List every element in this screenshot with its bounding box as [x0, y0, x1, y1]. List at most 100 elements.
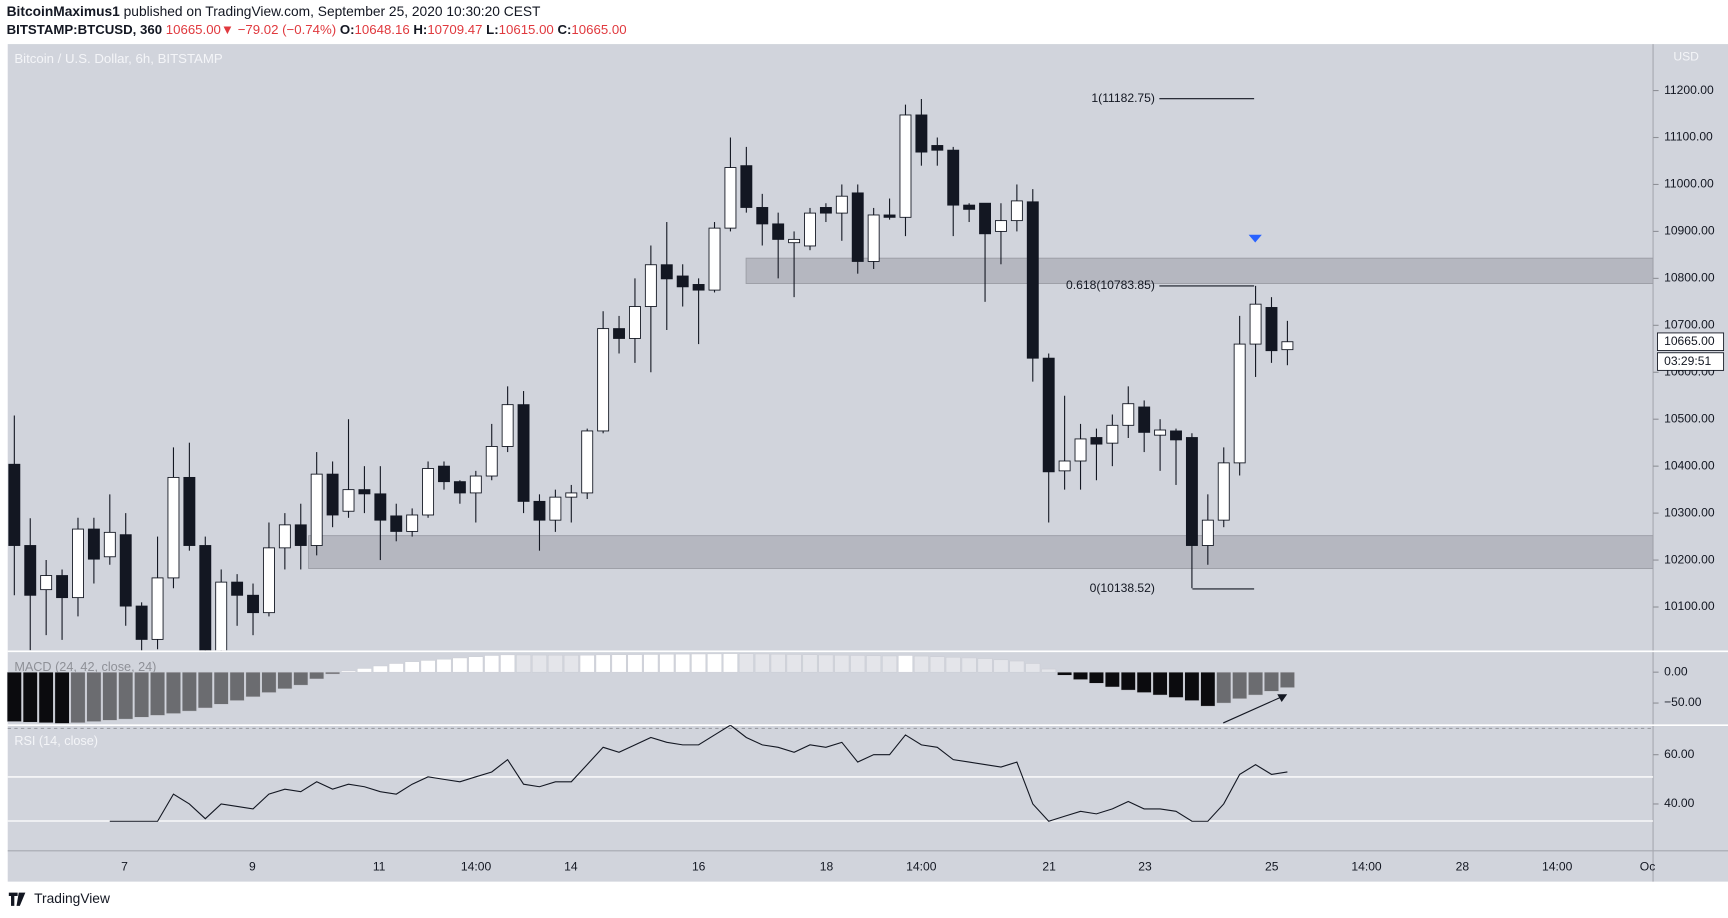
candle-body [963, 204, 976, 210]
countdown-box [1657, 352, 1725, 371]
header: BitcoinMaximus1 published on TradingView… [7, 4, 627, 36]
candle-body [533, 500, 546, 521]
macd-bar [341, 670, 356, 673]
macd-bar [1248, 671, 1263, 696]
macd-bar [770, 654, 786, 673]
ohlc-value: 10648.16 [355, 21, 410, 36]
macd-bar [818, 654, 834, 673]
macd-bar [754, 653, 770, 673]
y-tick-label: 10800.00 [1664, 271, 1715, 285]
macd-bar [293, 671, 309, 686]
y-tick-label: 10300.00 [1664, 505, 1715, 519]
macd-bar [1009, 660, 1025, 673]
y-tick-label: 10700.00 [1664, 318, 1715, 332]
candle-body [358, 489, 371, 495]
macd-bar [468, 656, 484, 673]
candle-body [565, 492, 578, 498]
macd-bar [22, 671, 38, 723]
macd-bar [786, 654, 802, 673]
candle-body [1074, 438, 1087, 462]
macd-bar [118, 671, 134, 720]
y-axis-label: USD [1673, 50, 1699, 64]
x-tick-label: 16 [692, 860, 706, 874]
x-tick-label: 14:00 [1542, 860, 1573, 874]
candle-body [72, 528, 84, 599]
candle-body [103, 531, 116, 558]
candle-body [469, 475, 482, 494]
candle-body [581, 430, 594, 494]
price-axis-area [1653, 44, 1728, 851]
macd-bar [993, 659, 1009, 673]
macd-bar [1073, 671, 1088, 680]
macd-bar [181, 671, 197, 712]
macd-bar [945, 657, 961, 673]
y-tick-label: 11000.00 [1664, 177, 1714, 191]
macd-bar [691, 653, 706, 673]
y-tick-label: 11200.00 [1664, 83, 1714, 97]
macd-bar [643, 654, 659, 673]
macd-bar [261, 671, 277, 693]
publisher: BitcoinMaximus1 [7, 4, 121, 19]
divergence-arrow [1223, 694, 1286, 724]
candle-body [151, 577, 164, 640]
axes: 10100.00 10200.00 10300.00 10400.00 10500.00… [121, 83, 1725, 874]
x-tick-label: 14:00 [1351, 860, 1382, 874]
x-tick-label: 21 [1042, 860, 1056, 874]
candle-body [8, 463, 21, 546]
macd-bar [86, 671, 102, 722]
macd-title: MACD (24, 42, close, 24) [14, 660, 156, 674]
macd-bar [1057, 671, 1072, 676]
candle-body [1058, 460, 1071, 472]
candle-body [1265, 307, 1278, 352]
header-line: BITSTAMP:BTCUSD, 360 10665.00▼ −79.02 (−… [7, 21, 627, 36]
macd-bar [675, 653, 691, 673]
macd-bar [1089, 671, 1104, 684]
ohlc-value: 10665.00 [571, 21, 626, 36]
rsi-tick-label: 60.00 [1664, 747, 1695, 761]
candle-body [1042, 357, 1055, 473]
macd-bar [213, 671, 229, 705]
candle-body [549, 496, 562, 521]
footer-brand[interactable]: TradingView [34, 891, 110, 906]
macd-bar [38, 671, 54, 724]
candles [8, 99, 1294, 651]
y-tick-label: 10500.00 [1664, 411, 1715, 425]
candle-body [247, 594, 259, 614]
candle-body [644, 264, 657, 307]
candle-body [374, 493, 387, 521]
candle-body [278, 524, 291, 549]
candle-body [804, 212, 816, 247]
macd-bar [325, 671, 340, 675]
candle-body [931, 145, 944, 151]
candle-body [517, 404, 530, 502]
macd-tick-label: −50.00 [1664, 695, 1702, 709]
candle-body [1249, 303, 1262, 345]
macd-bar [197, 671, 213, 709]
ohlc-key: O: [340, 21, 355, 36]
ohlc-value: 10615.00 [499, 21, 554, 36]
macd-bar [420, 660, 436, 673]
candle-body [1281, 341, 1294, 351]
candle-body [87, 528, 100, 560]
macd-bar [898, 655, 913, 673]
candle-body [597, 328, 610, 432]
x-tick-label: Oc [1640, 860, 1655, 874]
macd-bar [150, 671, 165, 716]
ohlc-value: 10709.47 [427, 21, 482, 36]
macd-bar [357, 668, 372, 673]
candle-body [262, 547, 275, 614]
candle-body [676, 275, 689, 288]
macd-bar [1168, 671, 1184, 698]
candle-body [899, 114, 912, 218]
macd-pane [6, 653, 1295, 724]
candle-body [231, 581, 244, 596]
candle-body [485, 446, 498, 477]
macd-bar [1025, 663, 1041, 673]
candle-body [1233, 343, 1246, 464]
macd-bar [372, 665, 388, 673]
symbol: BITSTAMP:BTCUSD, 360 [7, 21, 162, 36]
macd-bar [548, 655, 563, 673]
macd-bar [1041, 668, 1057, 673]
candle-body [772, 223, 785, 240]
